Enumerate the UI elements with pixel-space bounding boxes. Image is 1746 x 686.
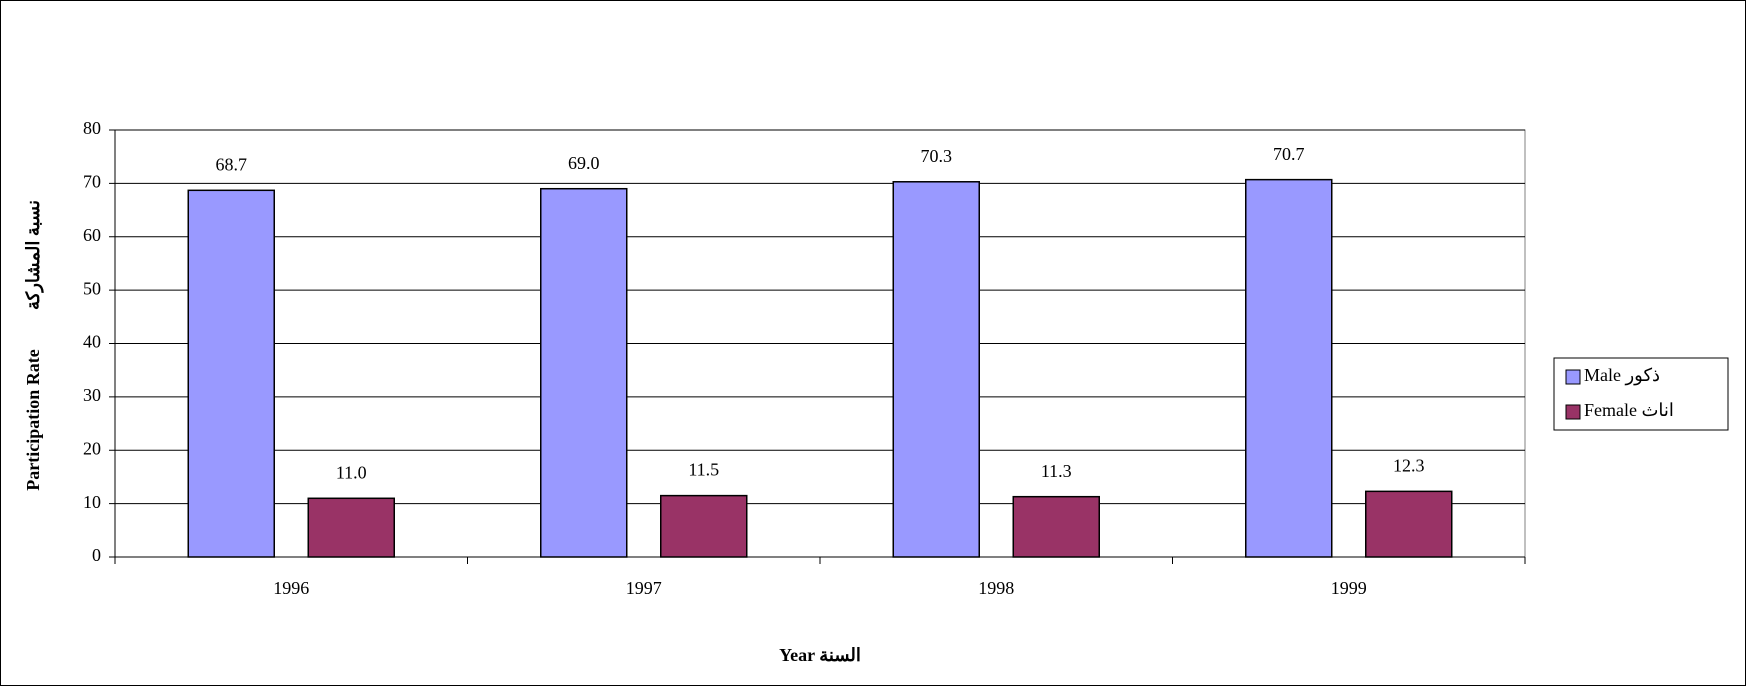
data-label: 11.5 [688,460,719,480]
y-tick-label: 10 [83,492,101,512]
legend-box [1553,357,1729,431]
y-tick-label: 50 [83,278,101,298]
x-tick-label: 1996 [273,578,309,598]
data-label: 11.3 [1041,461,1072,481]
bar [540,187,628,558]
bar [187,189,275,558]
bar [892,181,980,558]
data-label: 68.7 [216,154,248,174]
legend-swatch [1565,369,1581,385]
legend-swatch [1565,404,1581,420]
data-label: 70.3 [921,146,953,166]
x-tick-label: 1997 [626,578,662,598]
bar [1012,495,1100,558]
y-axis-label: نسبة المشاركة [23,200,44,310]
data-label: 70.7 [1273,144,1305,164]
x-tick-label: 1999 [1331,578,1367,598]
data-label: 69.0 [568,153,600,173]
data-label: 12.3 [1393,455,1425,475]
y-tick-label: 60 [83,225,101,245]
data-label: 11.0 [336,462,367,482]
legend-label: Female اناث [1584,400,1674,420]
bar [1365,490,1453,558]
bar [1245,178,1333,558]
y-tick-label: 0 [92,545,101,565]
x-tick-label: 1998 [978,578,1014,598]
y-axis-label: Participation Rate [23,349,43,490]
y-tick-label: 70 [83,172,101,192]
y-tick-label: 20 [83,438,101,458]
y-tick-label: 40 [83,332,101,352]
bar [307,497,395,558]
legend-label: Male ذكور [1584,365,1660,386]
y-tick-label: 30 [83,385,101,405]
y-tick-label: 80 [83,118,101,138]
bar [660,494,748,558]
x-axis-label: Year السنة [779,645,861,665]
